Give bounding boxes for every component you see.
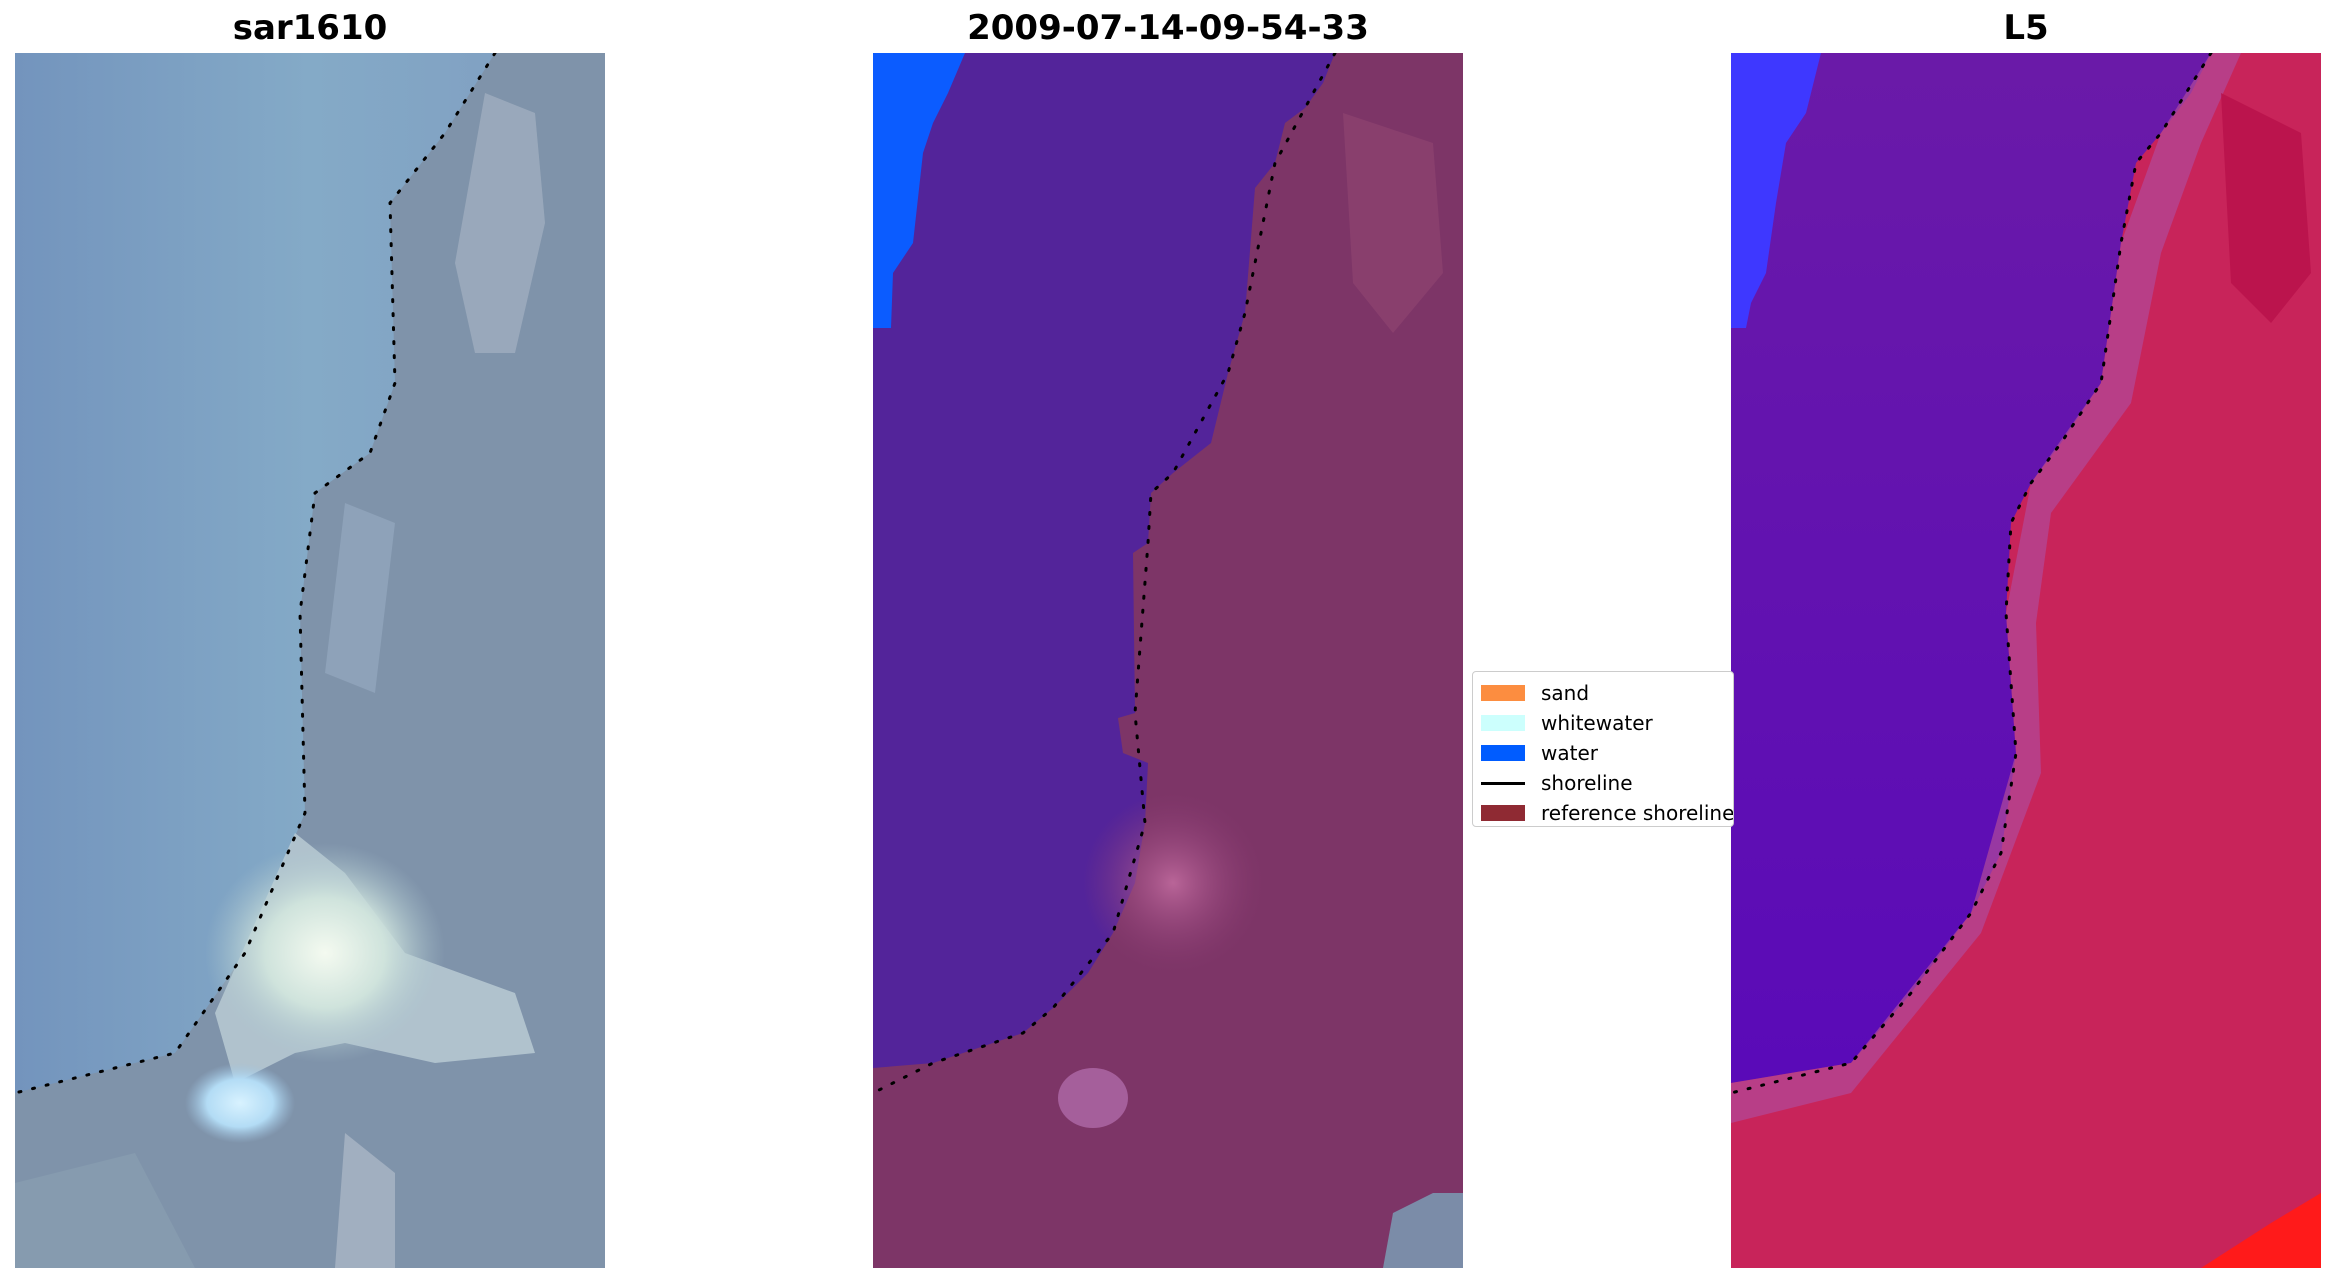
legend-swatch-reference-shoreline <box>1481 805 1525 821</box>
legend-swatch-whitewater <box>1481 715 1525 731</box>
classification-svg <box>873 53 1463 1268</box>
index-svg <box>1731 53 2321 1268</box>
legend-item-sand: sand <box>1473 678 1733 708</box>
legend-item-reference-shoreline: reference shoreline <box>1473 798 1734 826</box>
legend-label-sand: sand <box>1541 681 1590 705</box>
panel-title-classification: 2009-07-14-09-54-33 <box>967 8 1369 48</box>
index-image <box>1731 53 2321 1268</box>
legend-label-reference-shoreline: reference shoreline <box>1541 801 1734 825</box>
legend-label-water: water <box>1541 741 1598 765</box>
legend-label-whitewater: whitewater <box>1541 711 1653 735</box>
legend-swatch-shoreline <box>1481 781 1525 785</box>
legend-item-shoreline: shoreline <box>1473 768 1733 798</box>
rgb-image-svg <box>15 53 605 1268</box>
legend-item-whitewater: whitewater <box>1473 708 1733 738</box>
panel-title-rgb: sar1610 <box>232 8 388 48</box>
legend-swatch-sand <box>1481 685 1525 701</box>
legend-label-shoreline: shoreline <box>1541 771 1633 795</box>
panel-title-index: L5 <box>2003 8 2049 48</box>
rgb-satellite-image <box>15 53 605 1268</box>
classification-image <box>873 53 1463 1268</box>
legend: sand whitewater water shoreline referenc… <box>1472 671 1734 827</box>
legend-swatch-water <box>1481 745 1525 761</box>
legend-item-water: water <box>1473 738 1733 768</box>
